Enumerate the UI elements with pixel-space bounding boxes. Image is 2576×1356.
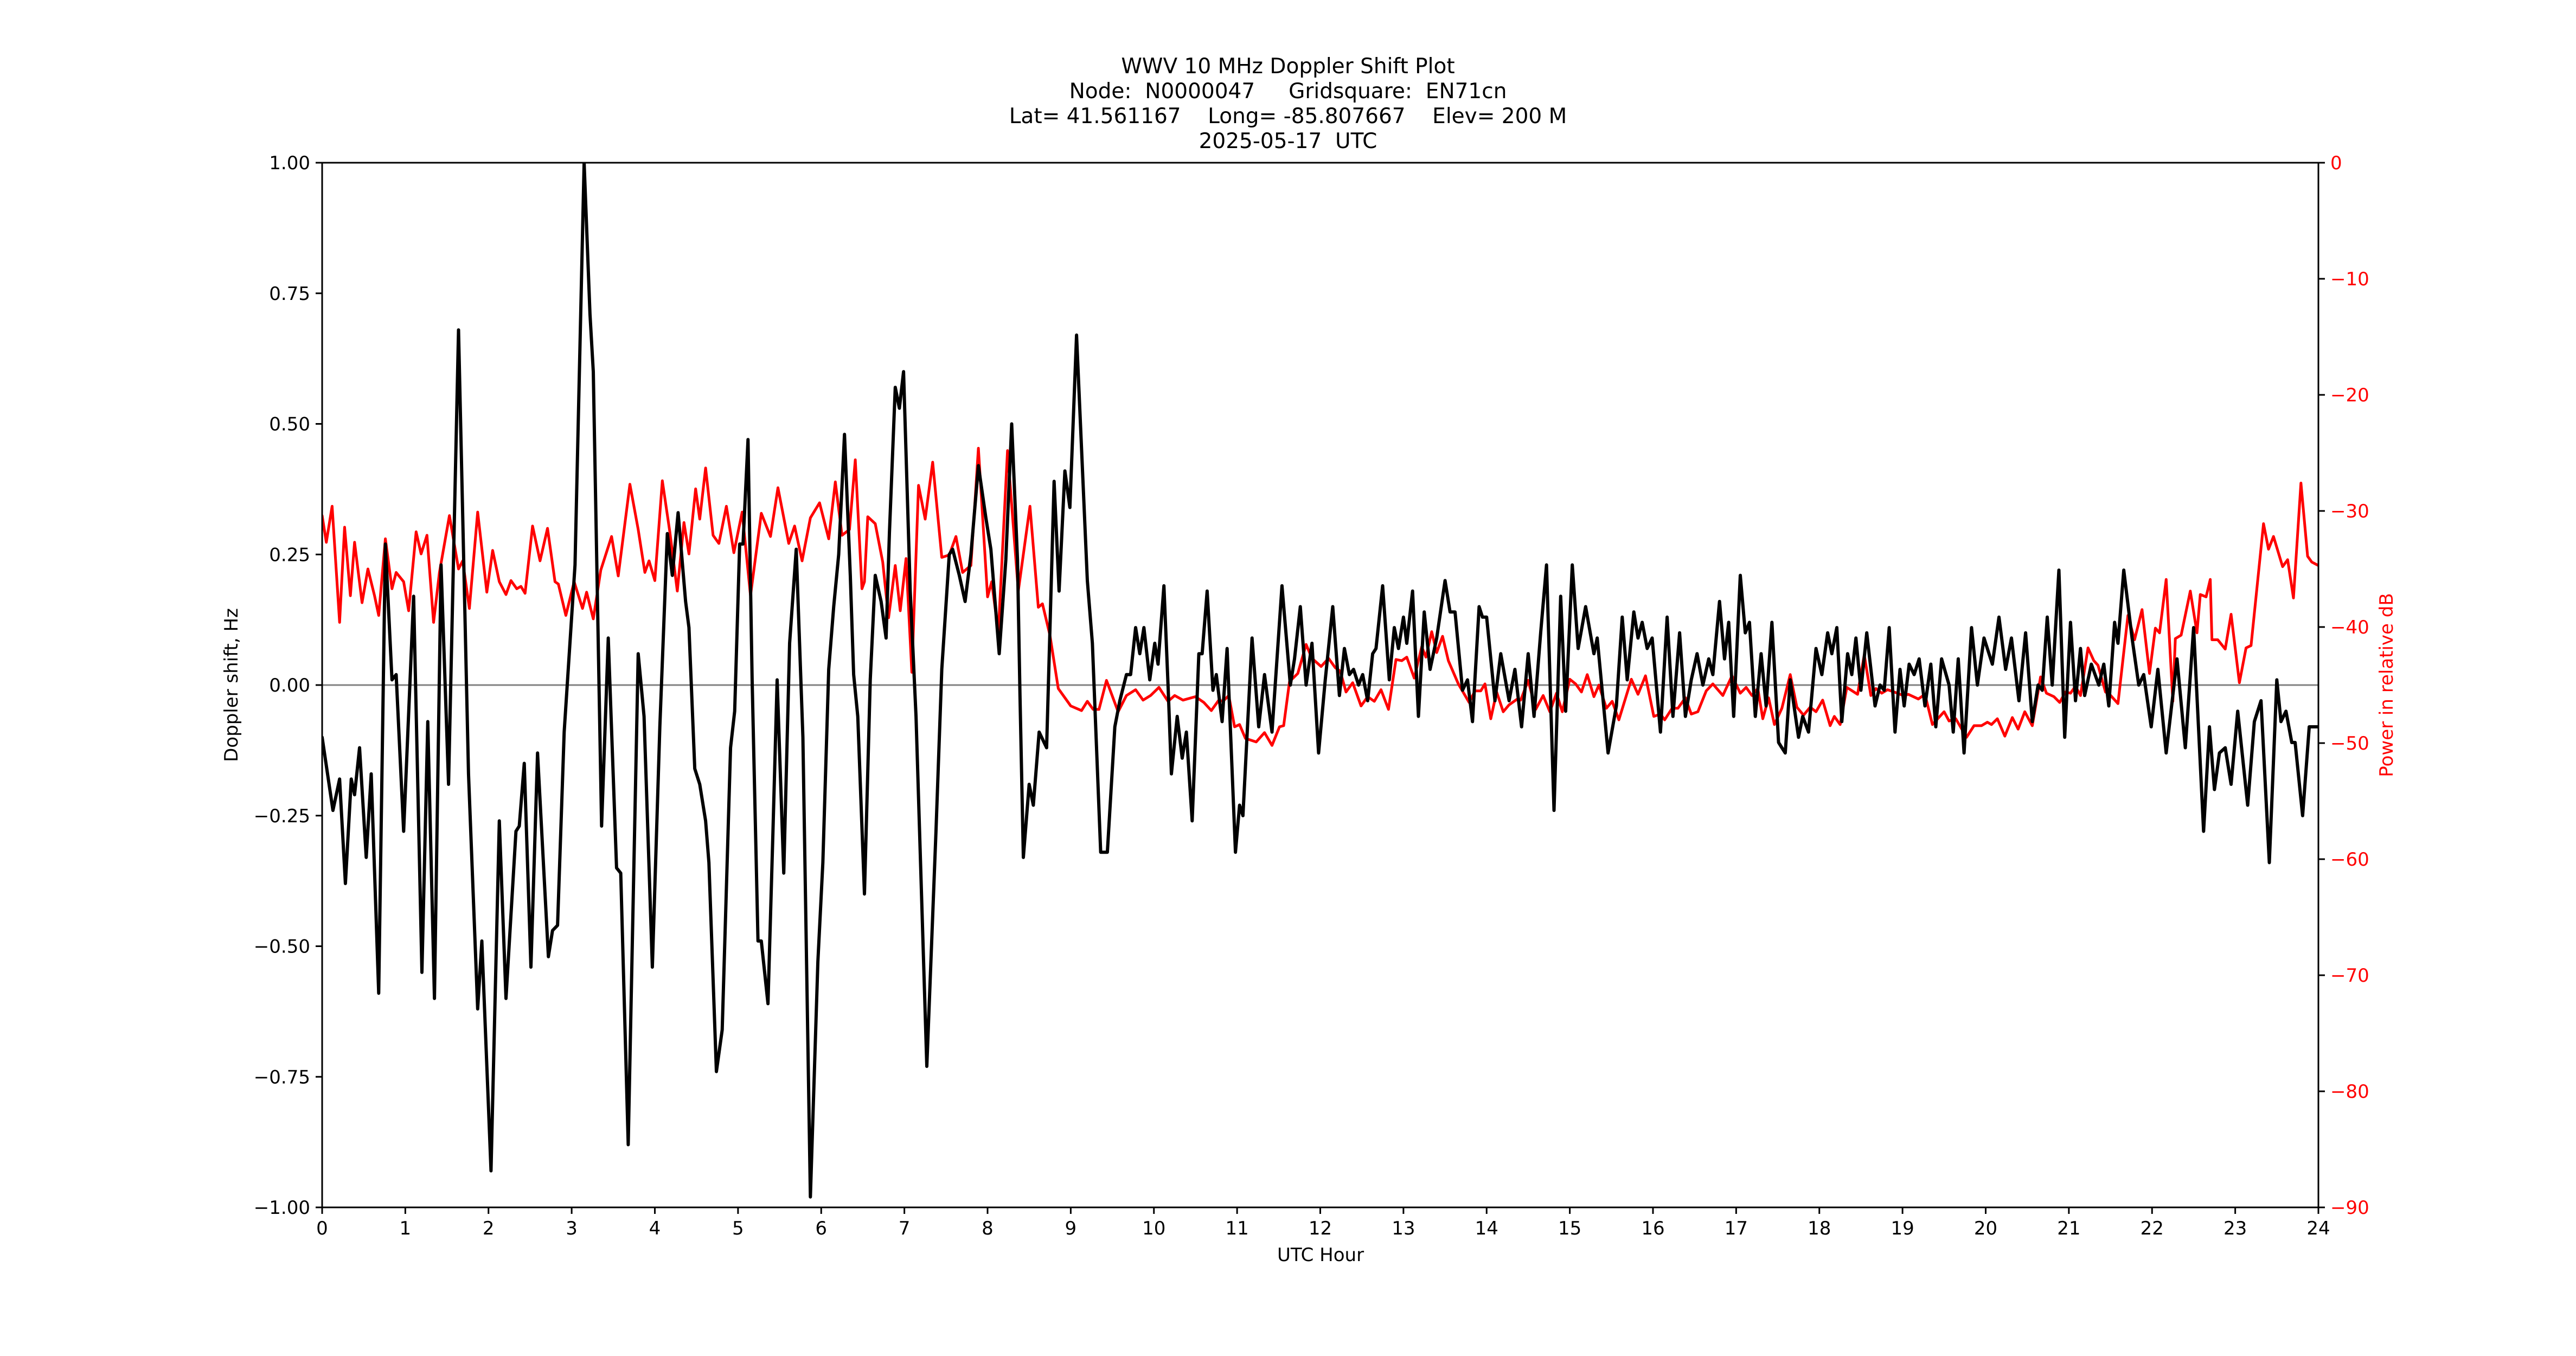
x-tick-label: 24	[2306, 1218, 2330, 1239]
y2-tick-label: −40	[2330, 617, 2369, 638]
x-tick-label: 17	[1725, 1218, 1748, 1239]
y-tick-label: 0.00	[269, 675, 310, 696]
x-tick-label: 6	[815, 1218, 827, 1239]
y-tick-label: 0.50	[269, 414, 310, 436]
right-y-axis-ticks: 0 −10 −20 −30 −40 −50 −60 −70 −80 −90	[2318, 152, 2369, 1219]
chart-title: WWV 10 MHz Doppler Shift Plot	[1121, 54, 1455, 79]
x-tick-label: 10	[1142, 1218, 1165, 1239]
x-tick-label: 22	[2141, 1218, 2164, 1239]
y2-tick-label: −80	[2330, 1081, 2369, 1103]
y2-tick-label: −10	[2330, 268, 2369, 290]
x-tick-label: 20	[1974, 1218, 1997, 1239]
x-axis-label: UTC Hour	[1277, 1244, 1364, 1266]
x-tick-label: 18	[1808, 1218, 1831, 1239]
chart-subtitle-date: 2025-05-17 UTC	[1199, 129, 1377, 153]
x-axis-ticks: 0 1 2 3 4 5 6 7 8 9 10 11 12 13 14 15 16 17 18 19 20 21 22 23 24	[316, 1207, 2330, 1239]
y2-tick-label: −20	[2330, 385, 2369, 406]
left-y-axis-label: Doppler shift, Hz	[221, 608, 242, 762]
x-tick-label: 7	[899, 1218, 911, 1239]
y2-tick-label: −70	[2330, 965, 2369, 987]
x-tick-label: 14	[1475, 1218, 1498, 1239]
power-db-line	[322, 446, 2318, 747]
x-tick-label: 16	[1641, 1218, 1664, 1239]
x-tick-label: 8	[982, 1218, 994, 1239]
y2-tick-label: −50	[2330, 733, 2369, 754]
x-tick-label: 23	[2223, 1218, 2247, 1239]
chart-title-block: WWV 10 MHz Doppler Shift Plot Node: N000…	[0, 54, 2576, 154]
y2-tick-label: −60	[2330, 849, 2369, 871]
y-tick-label: −1.00	[254, 1197, 310, 1219]
right-y-axis-label: Power in relative dB	[2376, 593, 2398, 777]
y-tick-label: 0.75	[269, 283, 310, 305]
x-tick-label: 21	[2057, 1218, 2080, 1239]
x-tick-label: 4	[649, 1218, 661, 1239]
x-tick-label: 1	[400, 1218, 412, 1239]
x-tick-label: 19	[1891, 1218, 1914, 1239]
y2-tick-label: 0	[2330, 152, 2342, 174]
left-y-axis-ticks: 1.00 0.75 0.50 0.25 0.00 −0.25 −0.50 −0.75 −1.00	[254, 152, 322, 1219]
y-tick-label: −0.75	[254, 1066, 310, 1088]
x-tick-label: 13	[1392, 1218, 1415, 1239]
x-tick-label: 3	[566, 1218, 578, 1239]
x-tick-label: 5	[732, 1218, 744, 1239]
y2-tick-label: −30	[2330, 501, 2369, 522]
x-tick-label: 2	[483, 1218, 495, 1239]
chart-subtitle-node: Node: N0000047 Gridsquare: EN71cn	[1069, 79, 1507, 104]
x-tick-label: 9	[1065, 1218, 1077, 1239]
x-tick-label: 12	[1309, 1218, 1332, 1239]
y-tick-label: −0.25	[254, 805, 310, 827]
doppler-shift-line	[322, 163, 2318, 1199]
y-tick-label: 0.25	[269, 544, 310, 566]
x-tick-label: 0	[316, 1218, 328, 1239]
x-tick-label: 11	[1225, 1218, 1248, 1239]
y2-tick-label: −90	[2330, 1197, 2369, 1219]
x-tick-label: 15	[1558, 1218, 1581, 1239]
chart-subtitle-location: Lat= 41.561167 Long= -85.807667 Elev= 20…	[1009, 104, 1567, 129]
y-tick-label: 1.00	[269, 152, 310, 174]
y-tick-label: −0.50	[254, 936, 310, 958]
